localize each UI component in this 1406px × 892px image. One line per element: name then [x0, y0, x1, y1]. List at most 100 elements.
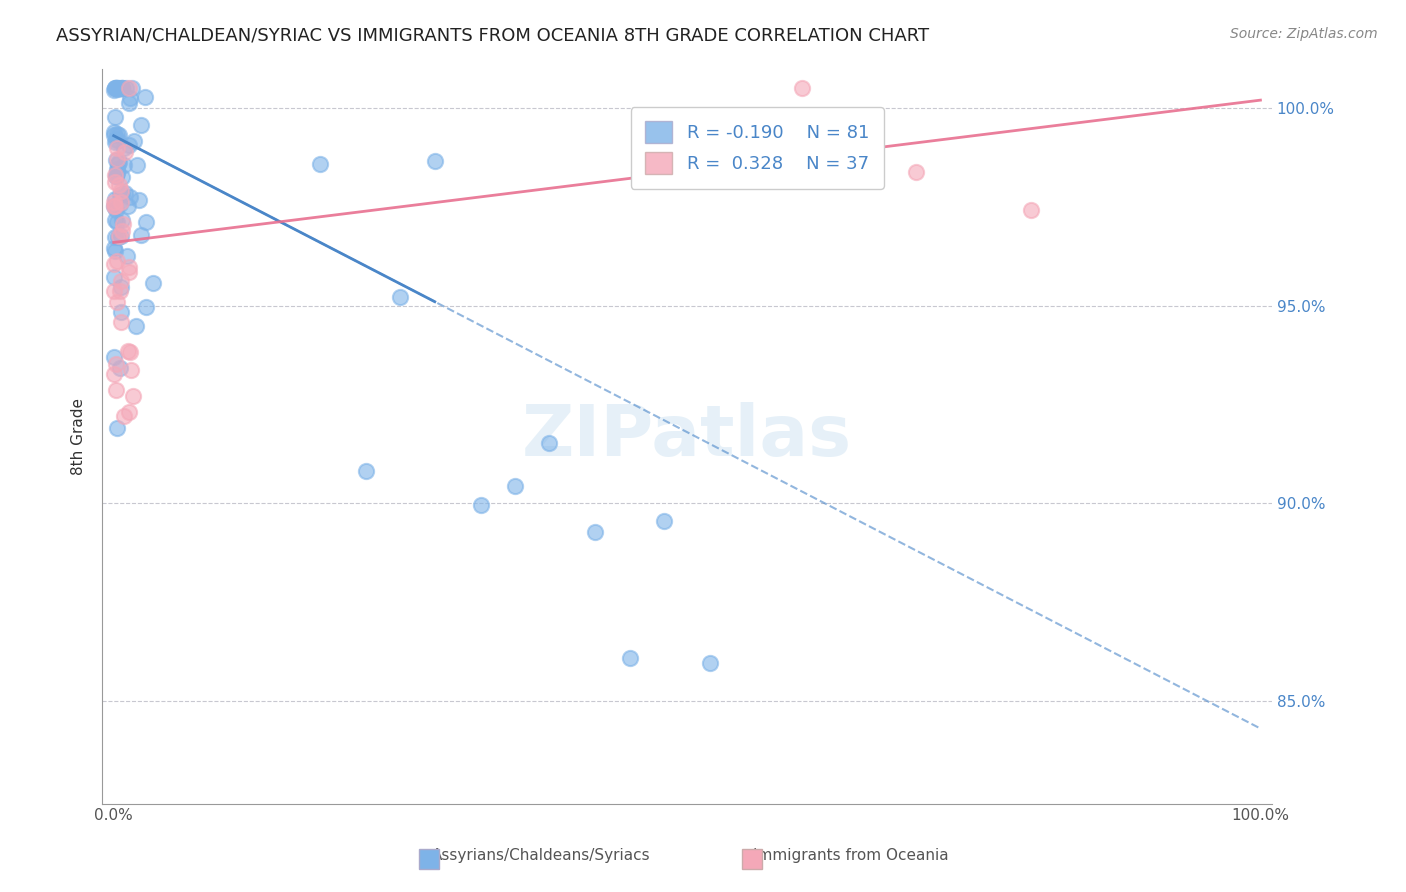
Point [118, 345, 141, 359]
Point [905, 165, 928, 179]
Text: ASSYRIAN/CHALDEAN/SYRIAC VS IMMIGRANTS FROM OCEANIA 8TH GRADE CORRELATION CHART: ASSYRIAN/CHALDEAN/SYRIAC VS IMMIGRANTS F… [56, 27, 929, 45]
Point [103, 269, 125, 284]
Point [104, 110, 127, 124]
Point [110, 361, 132, 376]
Point [104, 81, 127, 95]
Point [125, 319, 148, 334]
Point [105, 81, 128, 95]
Point [129, 118, 152, 132]
Point [135, 215, 157, 229]
Point [105, 152, 128, 166]
Point [105, 295, 128, 310]
Point [108, 128, 131, 142]
Point [619, 651, 641, 665]
Point [104, 203, 127, 218]
Point [117, 95, 139, 110]
Point [128, 193, 150, 207]
Point [699, 656, 721, 670]
Point [104, 384, 127, 398]
Point [135, 300, 157, 314]
Point [354, 464, 377, 478]
Point [108, 155, 131, 169]
Point [111, 81, 134, 95]
Point [118, 404, 141, 418]
Point [103, 258, 125, 272]
Point [104, 230, 127, 244]
Point [103, 199, 125, 213]
Point [117, 343, 139, 358]
Point [112, 409, 135, 424]
Point [309, 157, 332, 171]
Point [389, 290, 412, 304]
Point [111, 217, 134, 231]
Point [104, 81, 127, 95]
Point [104, 192, 127, 206]
Point [125, 158, 148, 172]
Point [117, 199, 139, 213]
Point [105, 254, 128, 268]
Point [110, 280, 132, 294]
Point [108, 229, 131, 244]
Point [104, 169, 127, 183]
Point [104, 153, 127, 167]
Point [142, 277, 165, 291]
Point [107, 133, 129, 147]
Point [652, 514, 675, 528]
Point [103, 136, 125, 150]
Point [111, 169, 134, 184]
Point [129, 227, 152, 242]
Point [110, 194, 132, 209]
Point [107, 157, 129, 171]
Legend: R = -0.190    N = 81, R =  0.328    N = 37: R = -0.190 N = 81, R = 0.328 N = 37 [631, 107, 883, 189]
Point [104, 168, 127, 182]
Point [103, 350, 125, 364]
Point [104, 244, 127, 259]
Point [111, 81, 134, 95]
Point [104, 81, 127, 95]
Point [103, 199, 125, 213]
Point [114, 81, 136, 95]
Point [1019, 202, 1042, 217]
Point [111, 213, 134, 227]
Point [105, 165, 128, 179]
Point [583, 525, 606, 540]
Point [108, 285, 131, 299]
Point [110, 274, 132, 288]
Y-axis label: 8th Grade: 8th Grade [72, 398, 86, 475]
Point [105, 421, 128, 435]
Point [103, 128, 125, 142]
Point [110, 184, 132, 198]
Point [111, 187, 134, 202]
Point [110, 228, 132, 243]
Point [120, 91, 142, 105]
Point [111, 224, 134, 238]
Point [112, 141, 135, 155]
Point [111, 81, 134, 95]
Point [105, 140, 128, 154]
Point [790, 81, 813, 95]
Point [423, 154, 446, 169]
Point [108, 178, 131, 193]
Text: Source: ZipAtlas.com: Source: ZipAtlas.com [1230, 27, 1378, 41]
Point [503, 479, 526, 493]
Point [105, 127, 128, 141]
Point [104, 81, 127, 95]
Point [121, 363, 143, 377]
Point [103, 125, 125, 139]
Point [104, 212, 127, 227]
Point [105, 81, 128, 95]
Text: Immigrants from Oceania: Immigrants from Oceania [752, 848, 949, 863]
Point [118, 190, 141, 204]
Point [103, 367, 125, 381]
Point [121, 389, 143, 403]
Point [105, 215, 128, 229]
Point [118, 137, 141, 152]
Point [103, 241, 125, 255]
Point [118, 81, 141, 95]
Point [108, 196, 131, 211]
Point [121, 81, 143, 95]
Point [104, 358, 127, 372]
Point [105, 162, 128, 177]
Point [538, 435, 561, 450]
Point [134, 90, 156, 104]
